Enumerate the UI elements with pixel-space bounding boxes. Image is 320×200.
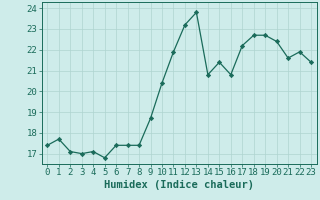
X-axis label: Humidex (Indice chaleur): Humidex (Indice chaleur) xyxy=(104,180,254,190)
